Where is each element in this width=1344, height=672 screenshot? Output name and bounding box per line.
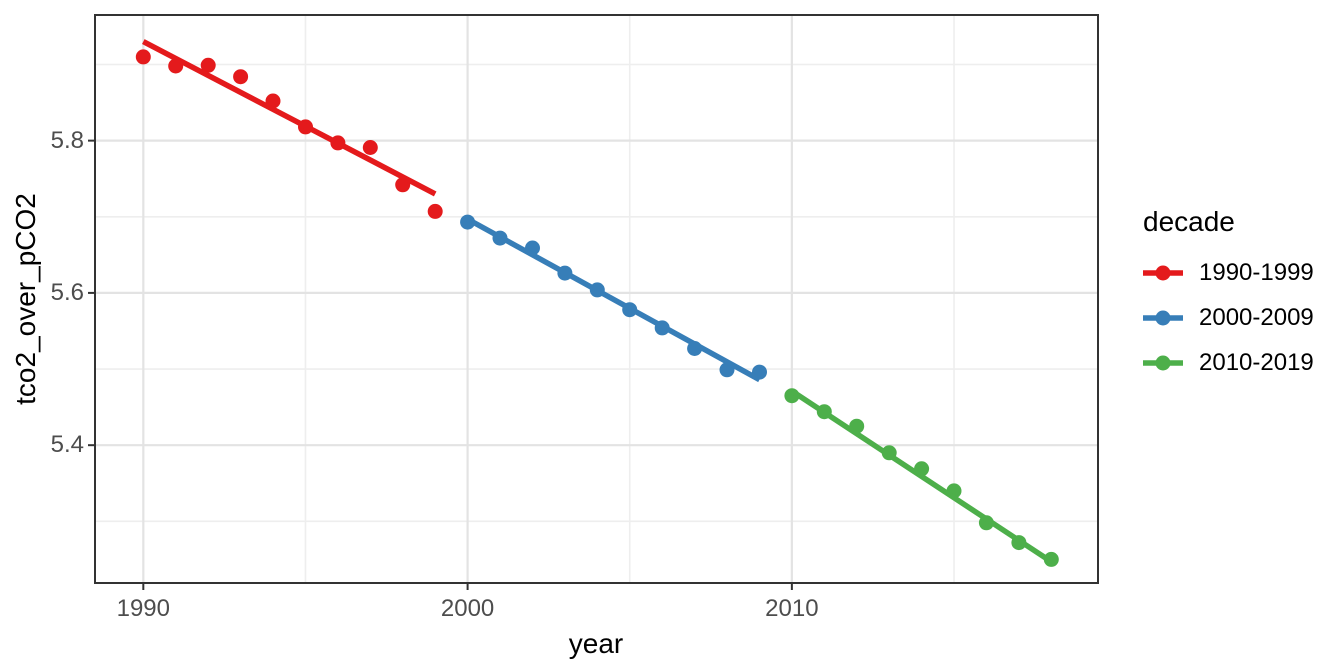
data-point — [200, 57, 216, 73]
x-tick-label: 1990 — [116, 595, 170, 622]
data-point — [427, 203, 443, 219]
data-point — [233, 69, 249, 85]
trend-line — [142, 39, 437, 197]
trend-line — [790, 388, 1053, 564]
legend-items: 1990-1999 2000-2009 2010-2019 — [1143, 250, 1314, 385]
legend-item: 1990-1999 — [1143, 250, 1314, 295]
legend-key-icon — [1143, 310, 1183, 325]
x-tick-label: 2000 — [440, 595, 495, 622]
panel-border — [94, 14, 1099, 584]
y-tick-label: 5.4 — [50, 431, 84, 459]
trend-line — [466, 216, 761, 383]
x-tick-label: 2010 — [765, 595, 819, 622]
y-axis-title: tco2_over_pCO2 — [10, 193, 41, 405]
data-point — [362, 140, 378, 155]
legend-key-icon — [1143, 265, 1183, 280]
legend-item-label: 2000-2009 — [1199, 303, 1314, 331]
legend-item-label: 2010-2019 — [1199, 348, 1314, 376]
legend-key-icon — [1143, 355, 1183, 370]
legend-item: 2010-2019 — [1143, 340, 1314, 385]
legend-item: 2000-2009 — [1143, 295, 1314, 340]
panel-background — [95, 15, 1098, 583]
legend-title: decade — [1143, 206, 1235, 237]
legend: decade 1990-1999 2000-2009 2010-2019 — [1143, 206, 1314, 385]
data-point — [135, 49, 151, 65]
y-tick-label: 5.8 — [50, 126, 84, 154]
x-axis-title: year — [568, 628, 624, 659]
legend-item-label: 1990-1999 — [1199, 258, 1314, 286]
y-tick-label: 5.6 — [50, 278, 84, 306]
